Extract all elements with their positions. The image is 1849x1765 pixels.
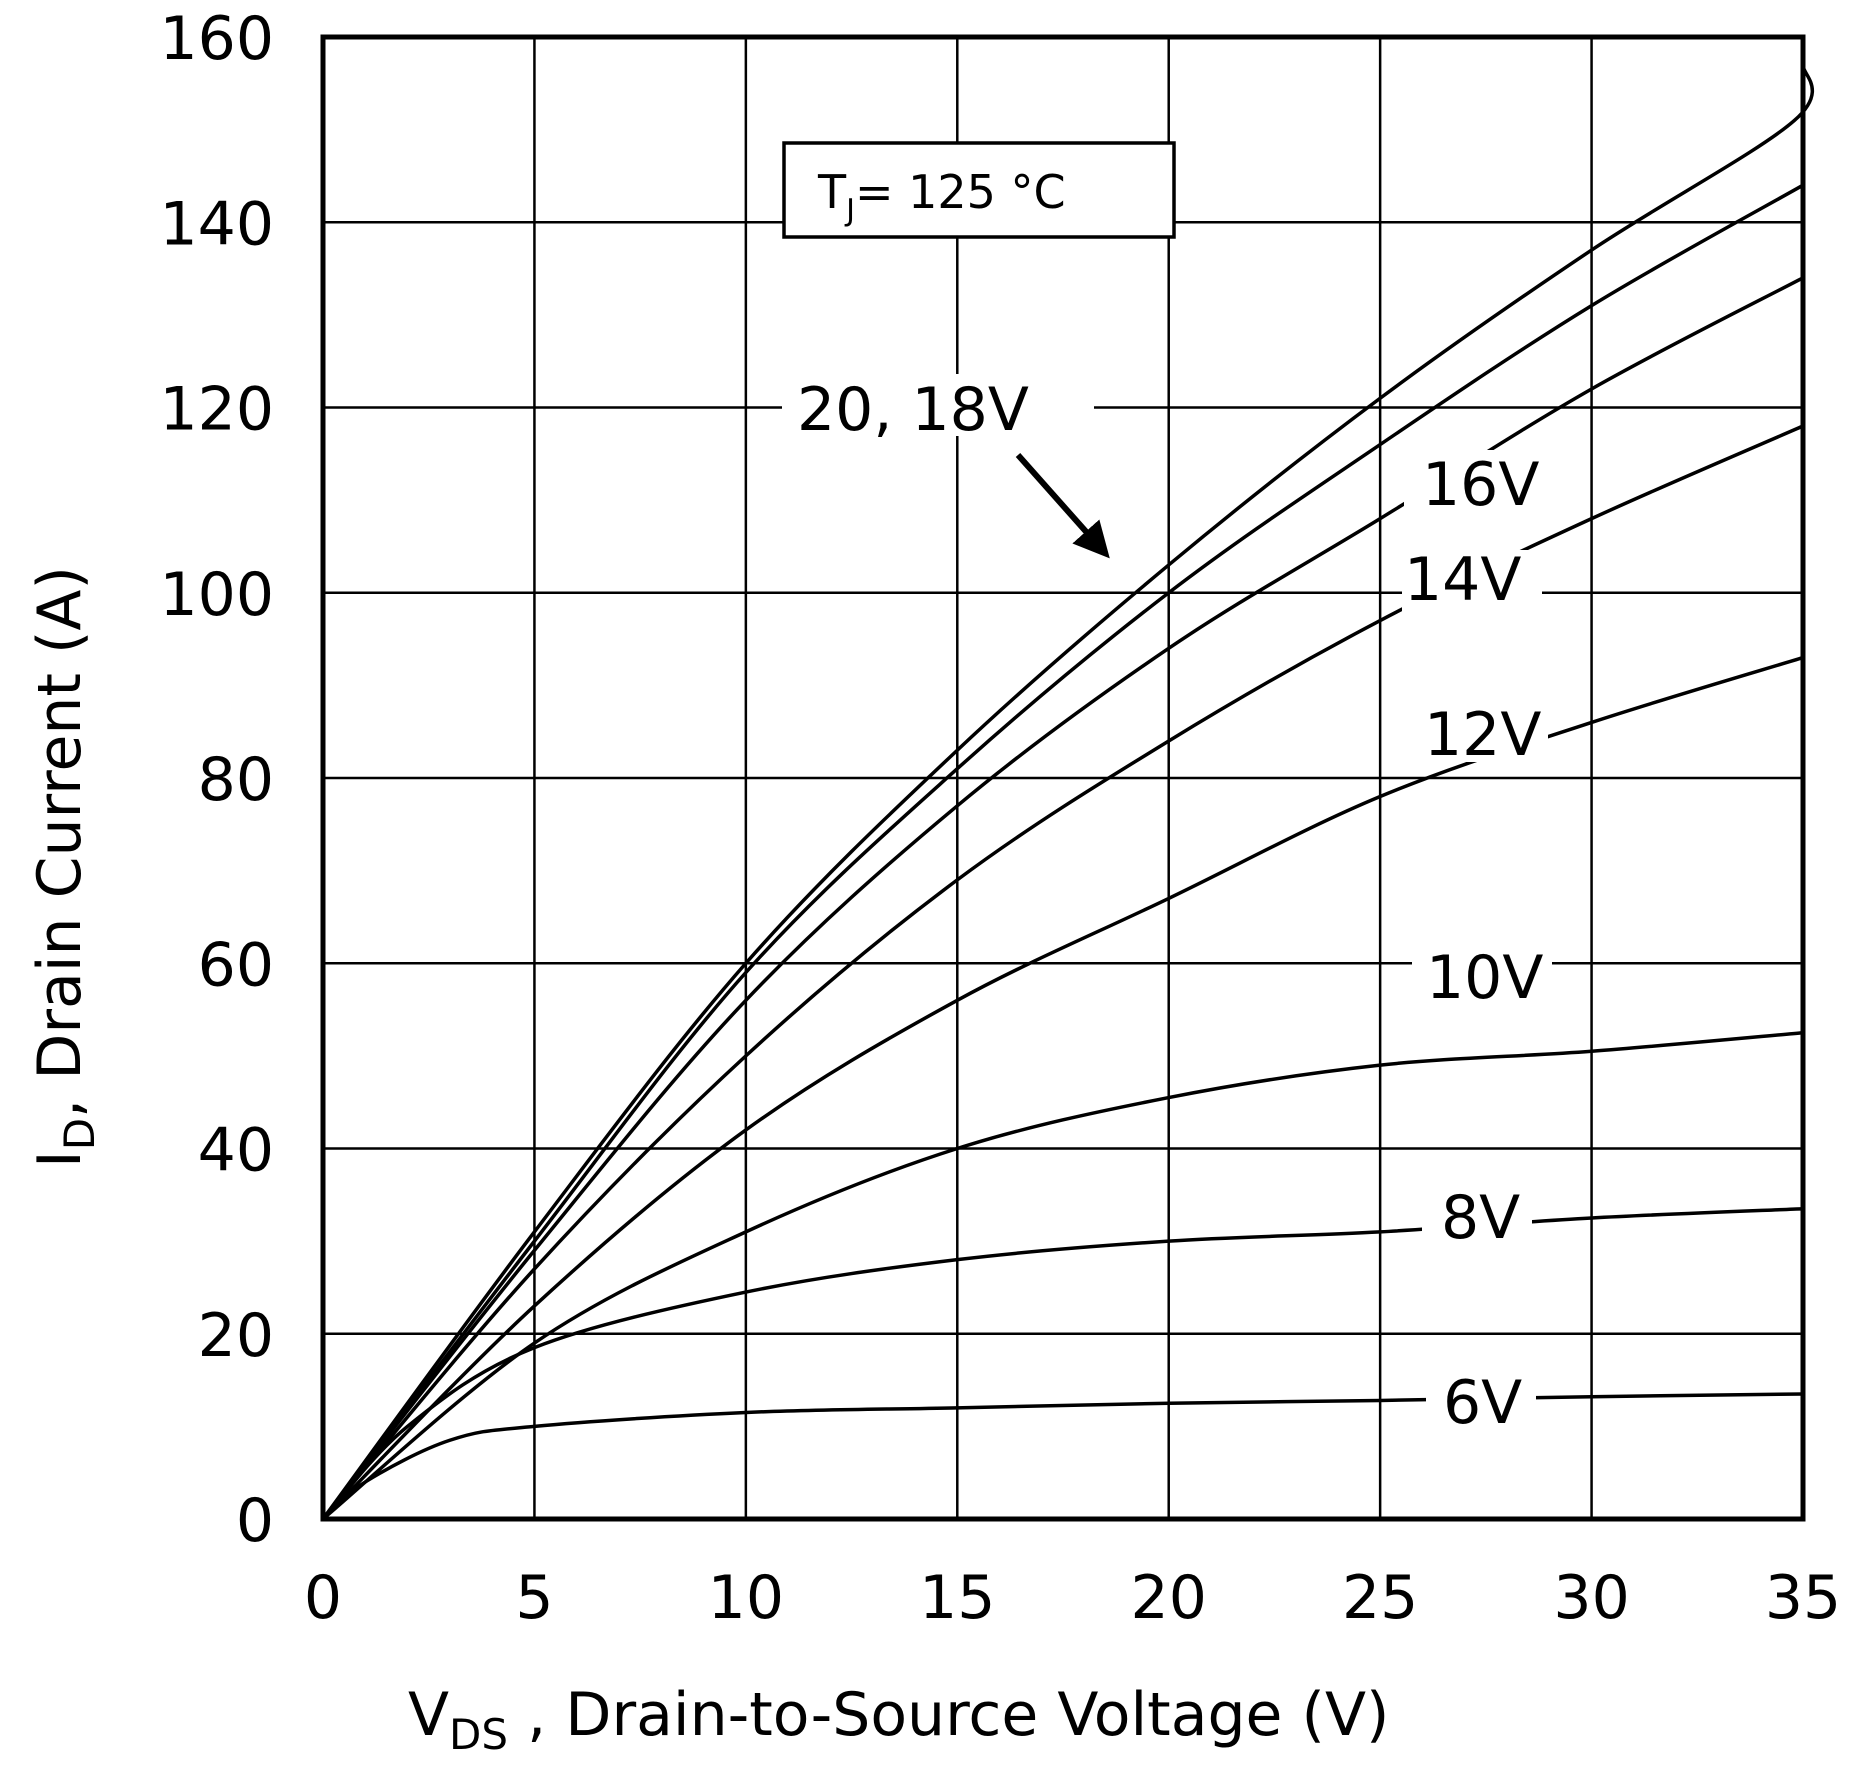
series-12v-line [321,655,1805,1521]
y-tick-label: 140 [159,189,274,259]
x-tick-label: 20 [1131,1563,1207,1633]
label-10v: 10V [1426,943,1543,1013]
y-tick-label: 160 [159,4,274,74]
x-axis-title: VDS , Drain-to-Source Voltage (V) [408,1680,1389,1759]
x-tick-labels: 0 5 10 15 20 25 30 35 [304,1563,1841,1633]
label-bg-10v [1412,945,1552,1007]
series-6v-line [321,1392,1805,1521]
label-8v: 8V [1441,1183,1520,1253]
annotation-text: TJ= 125 °C [817,165,1066,228]
annotation-t: T [817,165,847,219]
x-tick-label: 30 [1553,1563,1629,1633]
series-14v-line [321,424,1805,1521]
x-tick-label: 10 [708,1563,784,1633]
x-axis-title-sub: DS [449,1710,508,1759]
label-bg-14v [1402,550,1542,612]
annotation-box [782,141,1176,239]
label-20-18v: 20, 18V [797,375,1029,445]
series-10v-line [321,1030,1805,1521]
label-bg-6v [1426,1370,1536,1432]
annotation-sub: J [844,193,855,228]
y-axis-title-rest: , Drain Current (A) [25,566,95,1118]
series-group [321,63,1815,1521]
label-20-18v-arrow [1015,453,1110,559]
y-tick-labels: 0 20 40 60 80 100 120 140 160 [159,4,274,1556]
series-18v-line [321,183,1805,1521]
x-tick-label: 5 [515,1563,553,1633]
x-tick-label: 35 [1765,1563,1841,1633]
label-6v: 6V [1443,1368,1522,1438]
y-tick-label: 40 [198,1116,274,1186]
y-tick-label: 20 [198,1301,274,1371]
series-16v-line [321,276,1805,1521]
temperature-annotation: TJ= 125 °C [782,141,1176,239]
label-bg-8v [1422,1183,1532,1245]
label-bg-12v [1408,700,1548,762]
y-axis-title-main: I [25,1150,95,1168]
x-tick-label: 15 [919,1563,995,1633]
x-tick-label: 0 [304,1563,342,1633]
curve-labels: 20, 18V 16V 14V 12V 10V 8V 6V [782,374,1552,1438]
y-tick-label: 100 [159,560,274,630]
plot-border [320,34,1806,1522]
annotation-rest: = 125 °C [855,165,1066,219]
y-tick-label: 60 [198,930,274,1000]
label-12v: 12V [1424,700,1541,770]
label-bg-16v [1404,450,1548,512]
label-14v: 14V [1404,545,1521,615]
y-tick-label: 80 [198,745,274,815]
x-tick-label: 25 [1342,1563,1418,1633]
y-tick-label: 0 [236,1486,274,1556]
series-20v-line [321,63,1815,1521]
y-axis-title-sub: D [55,1118,104,1150]
x-axis-title-main: V [408,1680,449,1750]
label-16v: 16V [1422,450,1539,520]
series-8v-line [321,1206,1805,1521]
y-tick-label: 120 [159,375,274,445]
y-axis-title: ID, Drain Current (A) [25,566,104,1168]
x-axis-title-rest: , Drain-to-Source Voltage (V) [508,1680,1389,1750]
label-bg-20-18v [782,374,1094,436]
